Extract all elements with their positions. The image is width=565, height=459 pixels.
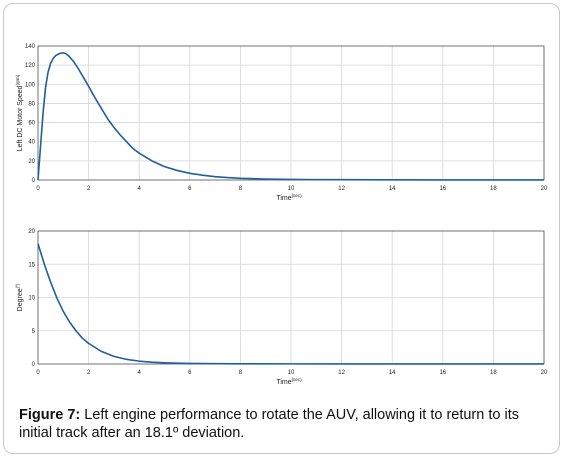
angle-y-tick-label: 5	[32, 329, 36, 335]
angle-x-tick-label: 20	[541, 370, 548, 376]
speed-x-tick-label: 0	[36, 186, 40, 192]
figure-label: Figure 7:	[19, 407, 81, 423]
angle-x-tick-label: 12	[338, 370, 345, 376]
speed-x-tick-label: 18	[490, 186, 497, 192]
figure-caption: Figure 7: Left engine performance to rot…	[19, 406, 551, 442]
speed-x-tick-label: 16	[439, 186, 446, 192]
angle-x-tick-label: 16	[439, 370, 446, 376]
angle-x-axis-label: Time(sec)	[276, 377, 302, 386]
angle-x-tick-label: 18	[490, 370, 497, 376]
speed-x-tick-label: 2	[87, 186, 91, 192]
speed-x-tick-label: 4	[138, 186, 142, 192]
angle-x-tick-label: 2	[87, 370, 91, 376]
speed-y-tick-label: 20	[28, 159, 35, 165]
speed-y-tick-label: 60	[28, 121, 35, 127]
angle-x-tick-label: 10	[288, 370, 295, 376]
angle-x-tick-label: 14	[389, 370, 396, 376]
speed-x-tick-label: 8	[239, 186, 243, 192]
speed-y-tick-label: 0	[32, 178, 36, 184]
angle-y-tick-label: 15	[28, 262, 35, 268]
angle-y-axis-label: Degree(º)	[15, 283, 24, 311]
figure-caption-text: Left engine performance to rotate the AU…	[19, 407, 519, 441]
angle-series-line-0	[37, 243, 544, 365]
angle-y-tick-label: 10	[28, 296, 35, 302]
speed-x-tick-label: 6	[188, 186, 192, 192]
speed-x-tick-label: 12	[338, 186, 345, 192]
speed-y-tick-label: 40	[28, 140, 35, 146]
speed-y-axis-label: Left DC Motor Speed(rpm)	[15, 74, 24, 151]
speed-y-tick-label: 80	[28, 101, 35, 107]
angle-x-tick-label: 0	[36, 370, 40, 376]
speed-x-tick-label: 20	[541, 186, 548, 192]
speed-x-tick-label: 10	[288, 186, 295, 192]
angle-x-tick-label: 8	[239, 370, 243, 376]
angle-y-tick-label: 20	[28, 229, 35, 235]
speed-x-axis-label: Time(sec)	[276, 193, 302, 202]
speed-y-tick-label: 120	[25, 63, 36, 69]
speed-y-tick-label: 100	[25, 82, 36, 88]
speed-y-tick-label: 140	[25, 44, 36, 50]
angle-y-tick-label: 0	[32, 362, 36, 368]
speed-series-line-0	[37, 52, 544, 181]
angle-x-tick-label: 4	[138, 370, 142, 376]
angle-x-tick-label: 6	[188, 370, 192, 376]
speed-x-tick-label: 14	[389, 186, 396, 192]
